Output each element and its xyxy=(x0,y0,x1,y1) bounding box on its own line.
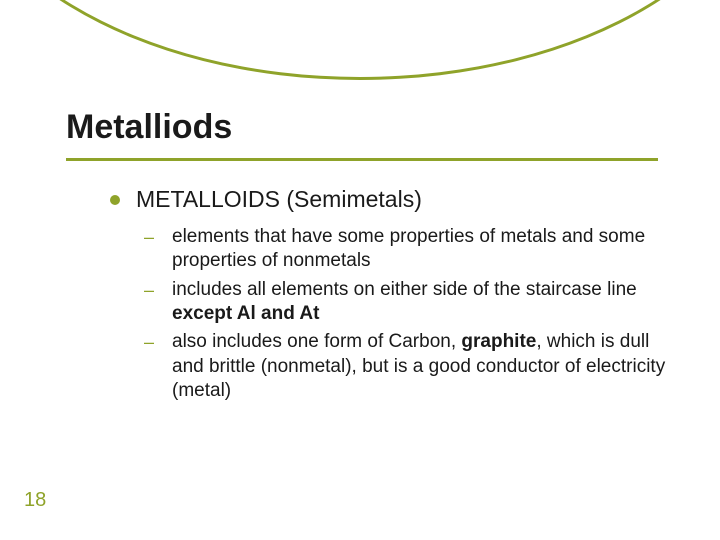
sub-bullet-item: – includes all elements on either side o… xyxy=(144,278,670,327)
dash-icon: – xyxy=(144,332,154,353)
sub-bullet-item: – also includes one form of Carbon, grap… xyxy=(144,330,670,403)
title-underline xyxy=(66,158,658,161)
sub-bullet-item: – elements that have some properties of … xyxy=(144,225,670,274)
sub-bullet-text: elements that have some properties of me… xyxy=(172,225,670,274)
dash-icon: – xyxy=(144,227,154,248)
slide: Metalliods METALLOIDS (Semimetals) – ele… xyxy=(0,0,720,540)
decorative-arc xyxy=(0,0,720,80)
page-number: 18 xyxy=(24,489,46,512)
slide-title: Metalliods xyxy=(66,108,232,147)
sub-bullet-text: also includes one form of Carbon, graphi… xyxy=(172,330,670,403)
sub-bullet-text: includes all elements on either side of … xyxy=(172,278,670,327)
bullet-label: METALLOIDS (Semimetals) xyxy=(136,186,422,213)
bullet-dot-icon xyxy=(110,195,120,205)
bullet-level1: METALLOIDS (Semimetals) xyxy=(110,186,670,213)
sub-bullet-list: – elements that have some properties of … xyxy=(144,225,670,403)
dash-icon: – xyxy=(144,280,154,301)
content-area: METALLOIDS (Semimetals) – elements that … xyxy=(110,186,670,407)
